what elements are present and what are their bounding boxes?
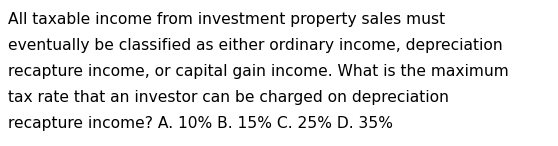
Text: recapture income, or capital gain income. What is the maximum: recapture income, or capital gain income… (8, 64, 509, 79)
Text: recapture income? A. 10% B. 15% C. 25% D. 35%: recapture income? A. 10% B. 15% C. 25% D… (8, 116, 393, 131)
Text: tax rate that an investor can be charged on depreciation: tax rate that an investor can be charged… (8, 90, 449, 105)
Text: eventually be classified as either ordinary income, depreciation: eventually be classified as either ordin… (8, 38, 503, 53)
Text: All taxable income from investment property sales must: All taxable income from investment prope… (8, 12, 445, 27)
